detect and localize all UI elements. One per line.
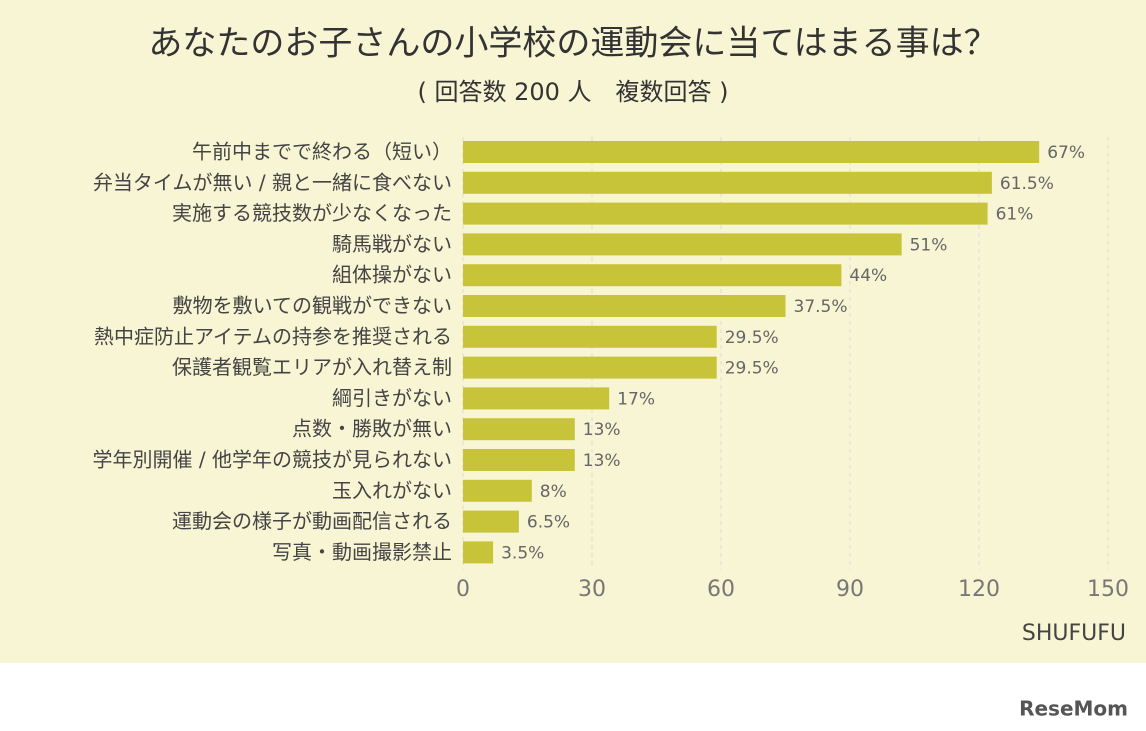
value-label: 13%: [583, 451, 621, 471]
y-tick-label: 午前中までで終わる（短い）: [192, 140, 452, 164]
bar: [463, 325, 717, 348]
value-label: 44%: [849, 266, 887, 286]
bar: [463, 449, 575, 471]
x-tick-label: 60: [707, 577, 735, 602]
y-tick-label: 敷物を敷いての観戦ができない: [173, 294, 452, 318]
watermark: ReseMom: [1019, 697, 1128, 721]
bar: [463, 510, 519, 533]
chart-subtitle: ( 回答数 200 人 複数回答 ): [417, 78, 728, 106]
bar: [463, 356, 717, 379]
value-label: 29.5%: [725, 328, 779, 348]
x-tick-label: 90: [836, 577, 864, 602]
y-tick-label: 点数・勝敗が無い: [292, 417, 452, 441]
y-tick-label: 玉入れがない: [332, 478, 452, 502]
x-tick-label: 120: [958, 577, 1000, 602]
value-label: 17%: [617, 389, 655, 409]
bar: [463, 264, 842, 287]
value-label: 8%: [540, 482, 567, 502]
y-tick-label: 組体操がない: [332, 263, 452, 287]
value-label: 61%: [996, 205, 1034, 225]
y-tick-label: 実施する競技数が少なくなった: [172, 201, 452, 225]
bar: [463, 418, 575, 441]
bar: [463, 479, 532, 502]
y-tick-label: 写真・動画撮影禁止: [272, 540, 452, 564]
y-tick-label: 騎馬戦がない: [332, 232, 452, 256]
source: SHUFUFU: [1022, 621, 1126, 646]
y-tick-label: 弁当タイムが無い / 親と一緒に食べない: [93, 170, 452, 194]
x-tick-label: 0: [456, 577, 470, 602]
value-label: 51%: [910, 235, 948, 255]
value-label: 29.5%: [725, 359, 779, 379]
value-label: 61.5%: [1000, 174, 1054, 194]
value-label: 67%: [1047, 143, 1085, 163]
value-label: 3.5%: [501, 543, 544, 563]
y-tick-label: 保護者観覧エリアが入れ替え制: [172, 355, 452, 379]
bar: [463, 387, 610, 410]
bar: [463, 541, 494, 564]
bar: [463, 141, 1040, 163]
chart-title: あなたのお子さんの小学校の運動会に当てはまる事は？: [148, 24, 997, 64]
bar: [463, 171, 992, 194]
x-tick-label: 150: [1087, 577, 1129, 602]
x-tick-label: 30: [578, 577, 606, 602]
bar: [463, 295, 786, 317]
bar: [463, 233, 902, 256]
bar: [463, 202, 988, 225]
value-label: 37.5%: [794, 297, 848, 317]
value-label: 6.5%: [527, 513, 570, 533]
y-tick-label: 運動会の様子が動画配信される: [172, 509, 452, 533]
y-tick-label: 学年別開催 / 他学年の競技が見られない: [93, 448, 452, 472]
y-tick-label: 熱中症防止アイテムの持参を推奨される: [94, 324, 452, 348]
value-label: 13%: [583, 420, 621, 440]
y-tick-label: 綱引きがない: [332, 386, 452, 410]
